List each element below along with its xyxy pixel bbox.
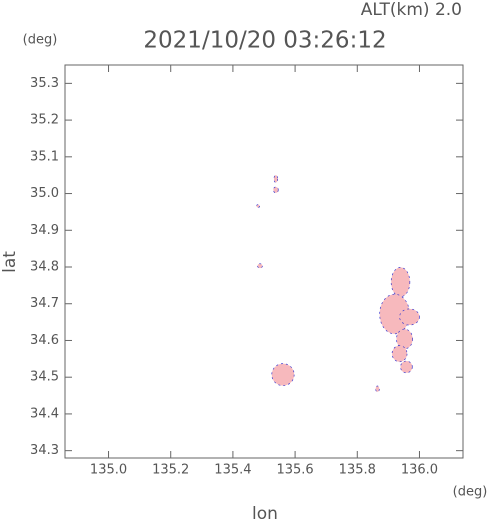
echo [375, 385, 380, 393]
y-tick-label: 35.2 [30, 113, 59, 128]
y-tick-label: 35.1 [30, 149, 59, 164]
y-tick-label: 34.4 [30, 406, 59, 421]
echo [390, 267, 411, 298]
echo [273, 174, 279, 183]
y-tick-label: 34.9 [30, 223, 59, 238]
echo [391, 345, 408, 363]
echo [257, 263, 263, 269]
y-tick-label: 34.8 [30, 260, 59, 275]
echo [399, 308, 420, 326]
y-tick-label: 34.5 [30, 370, 59, 385]
x-tick-label: 135.0 [90, 463, 127, 478]
y-tick-label: 34.6 [30, 333, 59, 348]
y-tick-label: 34.7 [30, 296, 59, 311]
x-tick-label: 135.4 [214, 463, 251, 478]
x-tick-label: 135.2 [152, 463, 189, 478]
echo [256, 204, 260, 208]
y-tick-label: 35.0 [30, 186, 59, 201]
x-unit: (deg) [453, 485, 488, 500]
plot-frame [64, 64, 464, 459]
echo [271, 363, 295, 386]
y-unit: (deg) [23, 33, 58, 48]
x-tick-label: 135.6 [276, 463, 313, 478]
x-tick-label: 135.8 [339, 463, 376, 478]
y-tick-label: 34.3 [30, 443, 59, 458]
x-tick-label: 136.0 [401, 463, 438, 478]
y-tick-label: 35.3 [30, 76, 59, 91]
chart-subtitle: ALT(km) 2.0 [361, 0, 462, 20]
echo [272, 186, 279, 194]
echo [400, 360, 413, 374]
chart-title: 2021/10/20 03:26:12 [143, 28, 386, 54]
echo [396, 328, 413, 350]
x-axis-label: lon [252, 504, 278, 521]
y-axis-label: lat [0, 251, 20, 273]
